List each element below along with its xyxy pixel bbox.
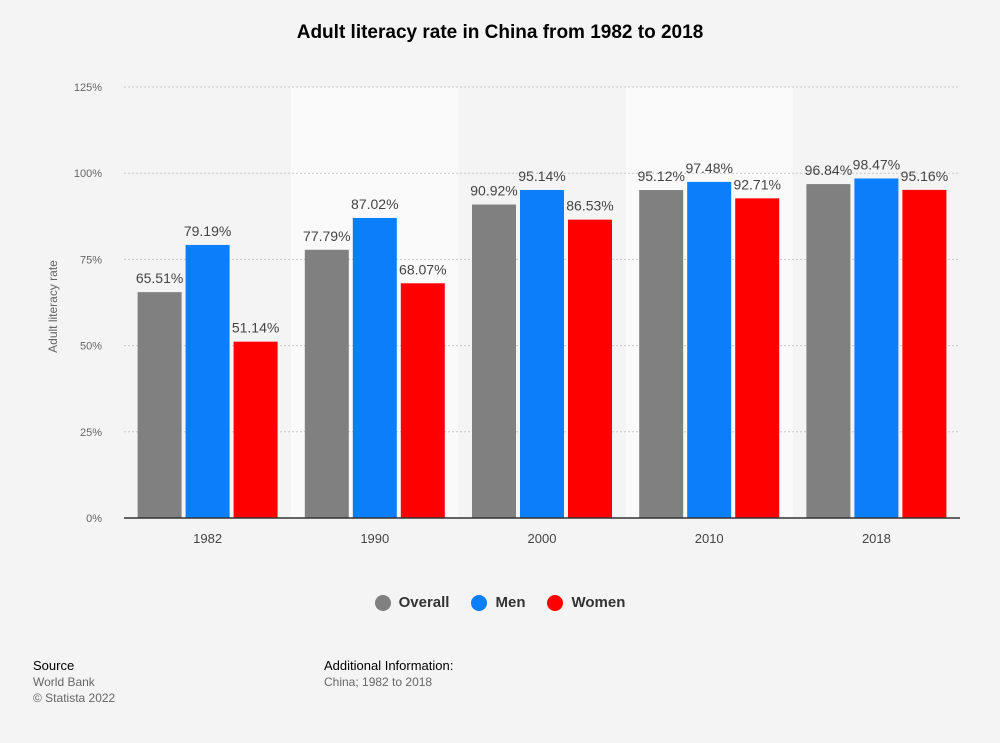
bar-overall-2010 (639, 190, 684, 518)
y-tick-label: 50% (80, 341, 102, 353)
bar-women-1982 (233, 341, 278, 518)
bar-women-2010 (735, 198, 780, 518)
y-tick-label: 75% (80, 254, 102, 266)
legend-label-women: Women (571, 594, 626, 611)
bar-overall-1990 (304, 249, 349, 518)
source-line-world-bank: World Bank (33, 675, 95, 689)
data-label-overall-1982: 65.51% (136, 270, 183, 286)
bar-men-2010 (687, 181, 732, 518)
data-label-women-2000: 86.53% (566, 198, 613, 214)
legend-item-overall[interactable]: Overall (374, 594, 450, 611)
bar-men-1990 (352, 217, 397, 518)
source-section: Source World Bank © Statista 2022 (33, 658, 115, 706)
y-tick-label: 0% (86, 513, 102, 525)
data-label-men-1982: 79.19% (184, 223, 231, 239)
bar-men-1982 (185, 244, 230, 518)
x-tick-label: 1990 (360, 531, 389, 546)
data-label-overall-2000: 90.92% (470, 183, 517, 199)
bar-chart: 0% 25% 50% 75% 100% 125% Adult literacy rate 65… (46, 82, 960, 546)
source-line-copyright: © Statista 2022 (33, 691, 116, 705)
data-label-men-2000: 95.14% (518, 168, 565, 184)
legend-marker-women (547, 594, 564, 611)
bar-women-2000 (568, 219, 612, 518)
legend-marker-overall (374, 594, 391, 611)
data-label-women-2018: 95.16% (901, 168, 948, 184)
x-tick-label: 2018 (862, 531, 891, 546)
y-tick-label: 25% (80, 427, 102, 439)
data-label-overall-2018: 96.84% (805, 162, 852, 178)
bar-overall-1982 (137, 292, 182, 518)
bar-men-2000 (520, 189, 564, 518)
data-label-women-2010: 92.71% (733, 176, 780, 192)
x-tick-label: 2000 (528, 531, 557, 546)
x-tick-label: 2010 (695, 531, 724, 546)
data-label-men-2010: 97.48% (685, 160, 732, 176)
bar-overall-2000 (472, 204, 516, 518)
source-heading: Source (33, 658, 75, 673)
bar-women-1990 (400, 283, 445, 518)
data-label-men-1990: 87.02% (351, 196, 398, 212)
y-tick-label: 100% (74, 168, 102, 180)
legend-item-women[interactable]: Women (547, 594, 625, 611)
data-label-overall-2010: 95.12% (637, 168, 684, 184)
y-tick-label: 125% (74, 82, 102, 94)
legend-label-overall: Overall (398, 594, 450, 611)
chart-legend: Overall Men Women (0, 594, 1000, 611)
chart-title: Adult literacy rate in China from 1982 t… (296, 22, 704, 43)
legend-item-men[interactable]: Men (471, 594, 525, 611)
additional-info-text: China; 1982 to 2018 (324, 675, 433, 689)
x-tick-label: 1982 (193, 531, 222, 546)
additional-info-section: Additional Information: China; 1982 to 2… (324, 658, 453, 690)
bar-men-2018 (854, 178, 899, 518)
legend-marker-men (471, 594, 488, 611)
bar-overall-2018 (806, 184, 851, 518)
bar-women-2018 (902, 189, 947, 519)
legend-label-men: Men (495, 594, 526, 611)
y-axis-label: Adult literacy rate (46, 260, 60, 353)
data-label-overall-1990: 77.79% (303, 228, 350, 244)
data-label-women-1982: 51.14% (232, 320, 279, 336)
additional-info-heading: Additional Information: (324, 658, 454, 673)
data-label-men-2018: 98.47% (853, 156, 900, 172)
data-label-women-1990: 68.07% (399, 261, 446, 277)
